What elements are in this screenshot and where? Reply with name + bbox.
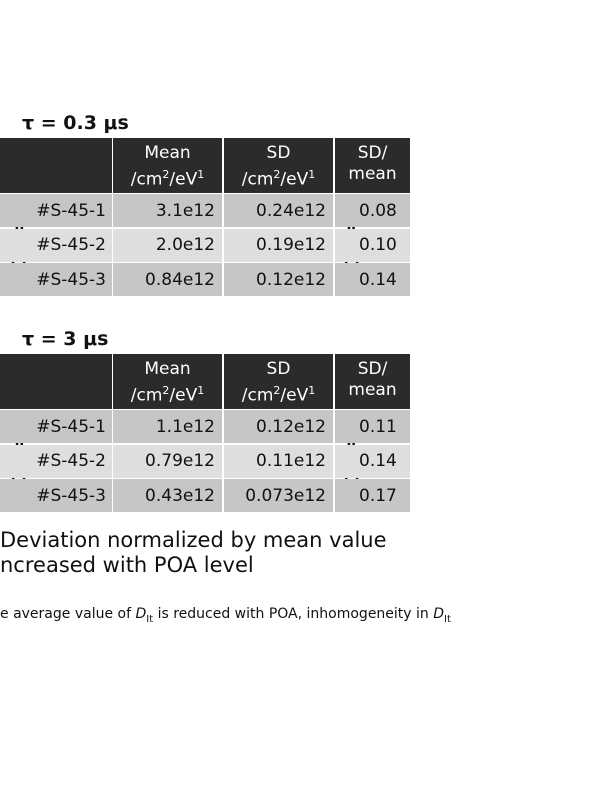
unit-exponent: 1 xyxy=(197,168,205,181)
conclusion-line: Deviation normalized by mean value xyxy=(0,528,387,552)
conclusion-line: ncreased with POA level xyxy=(0,553,254,577)
row-label: #S-45-3 xyxy=(0,479,112,512)
header-cell xyxy=(0,354,112,409)
note: e average value of DIt is reduced with P… xyxy=(0,606,451,625)
note-text: is reduced with POA, inhomogeneity in xyxy=(153,606,434,622)
table-cell: 0.14 xyxy=(335,263,410,296)
table-cell: 3.1e12 xyxy=(113,194,222,227)
header-cell: Mean/cm2/eV1 xyxy=(113,138,222,193)
unit-exponent: 1 xyxy=(308,168,316,181)
unit-text: /cm xyxy=(241,169,274,190)
header-unit: /cm2/eV1 xyxy=(113,164,222,191)
table-cell: 0.073e12 xyxy=(224,479,333,512)
header-cell: Mean/cm2/eV1 xyxy=(113,354,222,409)
header-cell: SD/mean xyxy=(335,138,410,193)
table-cell: 2.0e12 xyxy=(113,228,222,262)
unit-exponent: 1 xyxy=(197,384,205,397)
header-text: Mean xyxy=(144,143,191,163)
table-cell: 0.12e12 xyxy=(224,263,333,296)
row-label: #S-45-2 xyxy=(0,228,112,262)
table-cell: 0.79e12 xyxy=(113,444,222,478)
unit-text: /eV xyxy=(169,169,198,190)
header-unit: mean xyxy=(348,380,397,400)
unit-text: /cm xyxy=(130,169,163,190)
note-symbol: D xyxy=(135,606,147,622)
unit-text: /eV xyxy=(169,385,198,406)
table-cell: 0.17 xyxy=(335,479,410,512)
table-cell: 0.12e12 xyxy=(224,410,333,443)
table-cell: 0.14 xyxy=(335,444,410,478)
table-cell: 0.84e12 xyxy=(113,263,222,296)
row-label: #S-45-1 xyxy=(0,194,112,227)
unit-exponent: 2 xyxy=(162,168,170,181)
unit-exponent: 2 xyxy=(273,384,281,397)
unit-exponent: 2 xyxy=(273,168,281,181)
header-unit: /cm2/eV1 xyxy=(224,380,333,407)
header-text: SD xyxy=(266,143,291,163)
table-cell: 0.19e12 xyxy=(224,228,333,262)
note-symbol: D xyxy=(433,606,445,622)
header-cell xyxy=(0,138,112,193)
table-cell: 0.11 xyxy=(335,410,410,443)
unit-text: /cm xyxy=(241,385,274,406)
header-text: Mean xyxy=(144,359,191,379)
unit-text: /eV xyxy=(280,385,309,406)
table-cell: 0.43e12 xyxy=(113,479,222,512)
header-text: SD/ xyxy=(357,143,388,163)
table-title: τ = 3 μs xyxy=(22,328,109,350)
header-unit: mean xyxy=(348,164,397,184)
unit-exponent: 1 xyxy=(308,384,316,397)
header-text: SD/ xyxy=(357,359,388,379)
header-cell: SD/mean xyxy=(335,354,410,409)
row-label: #S-45-1 xyxy=(0,410,112,443)
note-subscript: It xyxy=(444,613,451,625)
note-text: e average value of xyxy=(0,606,136,622)
table-cell: 0.08 xyxy=(335,194,410,227)
header-cell: SD/cm2/eV1 xyxy=(224,138,333,193)
header-text: SD xyxy=(266,359,291,379)
row-label: #S-45-3 xyxy=(0,263,112,296)
header-unit: /cm2/eV1 xyxy=(113,380,222,407)
header-unit: /cm2/eV1 xyxy=(224,164,333,191)
unit-exponent: 2 xyxy=(162,384,170,397)
unit-text: /cm xyxy=(130,385,163,406)
table-cell: 0.10 xyxy=(335,228,410,262)
note-subscript: It xyxy=(146,613,154,625)
row-label: #S-45-2 xyxy=(0,444,112,478)
header-cell: SD/cm2/eV1 xyxy=(224,354,333,409)
table-cell: 1.1e12 xyxy=(113,410,222,443)
table-cell: 0.24e12 xyxy=(224,194,333,227)
unit-text: /eV xyxy=(280,169,309,190)
table-cell: 0.11e12 xyxy=(224,444,333,478)
table-title: τ = 0.3 μs xyxy=(22,112,129,134)
